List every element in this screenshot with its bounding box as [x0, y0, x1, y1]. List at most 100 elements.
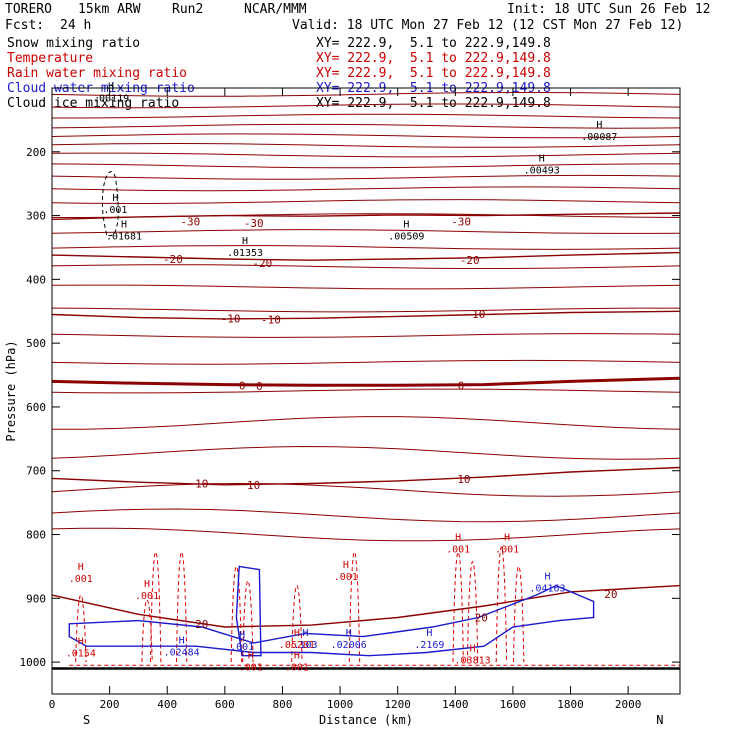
max-value-label: .001 — [446, 545, 470, 556]
legend-cloudice-name: Cloud ice mixing ratio — [7, 96, 180, 111]
header-org: NCAR/MMM — [244, 2, 307, 17]
header-fcst: Fcst: — [5, 18, 45, 33]
rain-water-contour — [141, 599, 153, 663]
rain-water-contour — [75, 594, 87, 663]
north-label: N — [656, 713, 663, 727]
max-marker: H — [544, 571, 550, 582]
max-value-label: .01681 — [106, 231, 142, 242]
max-value-label: .01353 — [227, 248, 263, 259]
legend-snow-xy: XY= 222.9, 5.1 to 222.9,149.8 — [316, 36, 551, 51]
isotherm-label: -10 — [466, 308, 486, 321]
max-value-label: .00493 — [524, 166, 560, 177]
max-value-label: .2169 — [414, 640, 444, 651]
rain-water-contour — [175, 551, 188, 663]
isotherm-layer — [51, 91, 681, 628]
max-marker: H — [144, 579, 150, 590]
max-marker: H — [426, 628, 432, 639]
max-marker: H — [504, 533, 510, 544]
background-isotherm-line — [52, 416, 681, 430]
max-marker: H — [302, 628, 308, 639]
max-marker: H — [239, 630, 245, 641]
rain-water-contour — [512, 566, 525, 663]
max-value-label: .02006 — [331, 640, 367, 651]
background-isotherm-line — [51, 445, 681, 460]
x-tick-label: 1600 — [500, 698, 527, 711]
isotherm-label: 10 — [195, 477, 208, 490]
background-isotherm-line — [51, 307, 680, 313]
legend-rain-xy: XY= 222.9, 5.1 to 222.9,149.8 — [316, 66, 551, 81]
rain-water-contour — [452, 551, 464, 663]
max-value-label: .00509 — [388, 231, 424, 242]
y-tick-label: 200 — [26, 146, 46, 159]
header-valid: Valid: 18 UTC Mon 27 Feb 12 (12 CST Mon … — [292, 18, 684, 33]
background-isotherm-line — [51, 199, 681, 205]
y-tick-label: 300 — [26, 210, 46, 223]
isotherm-label: -30 — [451, 215, 471, 228]
max-value-label: .001 — [230, 642, 254, 653]
cloud-ice-contour — [101, 171, 119, 237]
legend-rain-name: Rain water mixing ratio — [7, 66, 188, 81]
x-tick-label: 600 — [215, 698, 235, 711]
background-isotherm-line — [51, 359, 681, 365]
x-tick-label: 400 — [157, 698, 177, 711]
x-tick-label: 1000 — [327, 698, 354, 711]
max-marker: H — [179, 635, 185, 646]
isotherm-0 — [51, 376, 681, 387]
max-marker: H — [112, 193, 118, 204]
isotherm-label: 20 — [195, 618, 208, 631]
rain-water-contour — [348, 551, 361, 663]
max-marker: H — [455, 533, 461, 544]
cloud-water-contour — [235, 565, 262, 657]
isotherm-label: -20 — [460, 254, 480, 267]
max-value-label: .05281 — [279, 640, 315, 651]
south-label: S — [83, 713, 90, 727]
precip-layer — [52, 171, 680, 670]
header-resolution: 15km ARW — [78, 2, 141, 17]
legend-cloudice-xy: XY= 222.9, 5.1 to 222.9,149.8 — [316, 96, 551, 111]
isotherm-label: 10 — [247, 479, 260, 492]
legend-snow-name: Snow mixing ratio — [7, 36, 141, 51]
max-value-label: .02484 — [164, 647, 200, 658]
isotherm-label: 20 — [475, 611, 488, 624]
background-isotherm-line — [51, 527, 681, 542]
y-tick-label: 700 — [26, 465, 46, 478]
x-tick-label: 1400 — [442, 698, 469, 711]
background-isotherm-line — [51, 264, 681, 269]
isotherm-label: -10 — [221, 312, 241, 325]
isotherm-label: -10 — [261, 314, 281, 327]
x-axis-label: Distance (km) — [319, 713, 413, 727]
max-marker: H — [596, 120, 602, 131]
isotherm-label: -20 — [163, 253, 183, 266]
x-tick-label: 1200 — [384, 698, 411, 711]
max-marker: H — [108, 82, 114, 93]
background-isotherm-line — [51, 103, 681, 109]
header-run: Run2 — [172, 2, 204, 17]
x-tick-label: 1800 — [557, 698, 584, 711]
max-marker: H — [248, 651, 254, 662]
isotherm-label: 20 — [604, 588, 617, 601]
background-isotherm-line — [51, 91, 681, 97]
y-tick-label: 400 — [26, 273, 46, 286]
isotherm-label: -30 — [180, 215, 200, 228]
isotherm-label: -30 — [244, 217, 264, 230]
header-fcst-value: 24 h — [60, 18, 92, 33]
max-value-label: .00087 — [581, 132, 617, 143]
background-isotherm-line — [51, 333, 681, 338]
x-tick-label: 0 — [49, 698, 56, 711]
y-tick-label: 900 — [26, 592, 46, 605]
max-marker: H — [294, 628, 300, 639]
y-axis-label: Pressure (hPa) — [4, 340, 18, 441]
isotherm-label: -20 — [252, 257, 272, 270]
background-isotherm-line — [51, 482, 681, 497]
isotherm-label: 0 — [458, 379, 465, 392]
background-isotherm-line — [51, 163, 680, 169]
rain-water-contour — [291, 585, 303, 663]
max-marker: H — [343, 560, 349, 571]
y-tick-label: 1000 — [20, 656, 47, 669]
x-tick-label: 200 — [100, 698, 120, 711]
isotherm-10 — [51, 466, 681, 486]
axes-layer: 0 200 400 600 800 1000 1200 1400 1600 1800 2000200… — [4, 87, 681, 727]
rain-water-contour — [150, 551, 162, 663]
legend-temperature-name: Temperature — [7, 51, 94, 66]
